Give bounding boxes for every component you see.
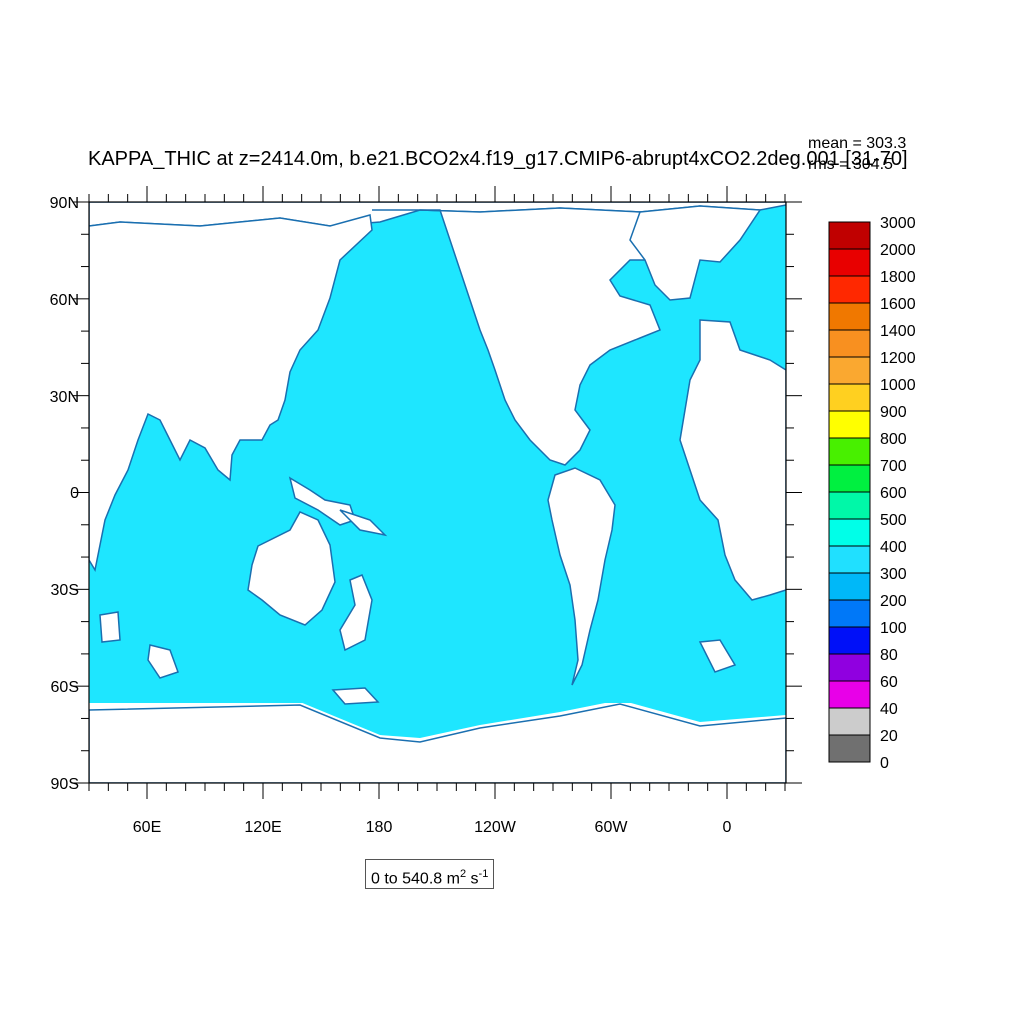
colorbar-level-label: 1200	[880, 350, 916, 367]
colorbar-swatch	[828, 599, 871, 628]
lat-label-60s: 60S	[51, 679, 79, 696]
lat-label-60n: 60N	[50, 292, 79, 309]
units-exp-2: 2	[459, 868, 467, 880]
land-small-island-1	[99, 611, 121, 643]
land-greenland	[629, 205, 762, 301]
land-new-guinea	[339, 509, 388, 537]
rms-label: rms = 304.5	[808, 156, 893, 173]
colorbar-level-label: 1000	[880, 377, 916, 394]
colorbar-swatch	[828, 356, 871, 385]
colorbar-swatch	[828, 653, 871, 682]
lat-label-0: 0	[70, 485, 79, 502]
lon-labels: 60E 120E 180 120W 60W 0	[133, 819, 732, 836]
lat-labels: 90N 60N 30N 0 30S 60S 90S	[50, 195, 79, 793]
lon-label-60w: 60W	[595, 819, 629, 836]
colorbar-level-label: 40	[880, 701, 898, 718]
colorbar-level-label: 300	[880, 566, 907, 583]
land-africa-europe	[679, 319, 786, 601]
land-small-island-4	[698, 639, 737, 673]
colorbar-level-label: 800	[880, 431, 907, 448]
lon-label-0: 0	[723, 819, 732, 836]
colorbar-swatch	[828, 734, 871, 763]
map-ticks	[73, 186, 802, 799]
colorbar-level-label: 80	[880, 647, 898, 664]
colorbar-level-label: 1800	[880, 269, 916, 286]
colorbar-swatch	[828, 572, 871, 601]
colorbar-level-label: 600	[880, 485, 907, 502]
land-asia	[89, 214, 373, 573]
colorbar-swatch	[828, 329, 871, 358]
colorbar-swatch	[828, 680, 871, 709]
colorbar-level-label: 100	[880, 620, 907, 637]
colorbar-swatch	[828, 491, 871, 520]
land-antarctica	[89, 703, 786, 783]
land-south-america	[547, 467, 616, 686]
range-text: 0 to 540.8	[371, 870, 443, 888]
land-small-island-3	[331, 687, 380, 705]
map-area	[89, 202, 786, 783]
colorbar-swatch	[828, 707, 871, 736]
southern-ocean-edge	[89, 700, 786, 738]
colorbar-level-label: 700	[880, 458, 907, 475]
land-new-zealand	[339, 574, 373, 652]
colorbar-swatch	[828, 383, 871, 412]
colorbar	[828, 221, 871, 763]
colorbar-swatch	[828, 302, 871, 331]
lon-label-120w: 120W	[474, 819, 517, 836]
colorbar-level-label: 3000	[880, 215, 916, 232]
lon-label-60e: 60E	[133, 819, 161, 836]
units-s: s	[470, 870, 479, 888]
colorbar-level-label: 0	[880, 755, 889, 772]
lon-label-180: 180	[366, 819, 393, 836]
colorbar-swatch	[828, 410, 871, 439]
range-label: 0 to 540.8 m2 s-1	[365, 859, 495, 889]
lat-label-90s: 90S	[51, 776, 79, 793]
colorbar-swatch	[828, 545, 871, 574]
units-m: m	[446, 870, 460, 888]
colorbar-swatch	[828, 626, 871, 655]
colorbar-level-label: 400	[880, 539, 907, 556]
lat-label-30s: 30S	[51, 582, 79, 599]
units-exp-minus1: -1	[478, 868, 489, 880]
lon-label-120e: 120E	[244, 819, 281, 836]
colorbar-level-label: 900	[880, 404, 907, 421]
colorbar-swatch	[828, 221, 871, 250]
colorbar-labels: 3000200018001600140012001000900800700600…	[880, 215, 916, 772]
colorbar-swatch	[828, 248, 871, 277]
colorbar-swatch	[828, 437, 871, 466]
land-small-island-2	[147, 644, 179, 679]
colorbar-level-label: 200	[880, 593, 907, 610]
plot-title: KAPPA_THIC at z=2414.0m, b.e21.BCO2x4.f1…	[88, 148, 908, 170]
colorbar-swatch	[828, 518, 871, 547]
colorbar-swatch	[828, 464, 871, 493]
mean-label: mean = 303.3	[808, 135, 907, 152]
colorbar-level-label: 2000	[880, 242, 916, 259]
colorbar-level-label: 1400	[880, 323, 916, 340]
landmasses	[89, 202, 786, 783]
colorbar-level-label: 1600	[880, 296, 916, 313]
land-australia	[247, 511, 336, 626]
colorbar-level-label: 60	[880, 674, 898, 691]
colorbar-level-label: 500	[880, 512, 907, 529]
colorbar-level-label: 20	[880, 728, 898, 745]
lat-label-30n: 30N	[50, 389, 79, 406]
colorbar-swatch	[828, 275, 871, 304]
lat-label-90n: 90N	[50, 195, 79, 212]
